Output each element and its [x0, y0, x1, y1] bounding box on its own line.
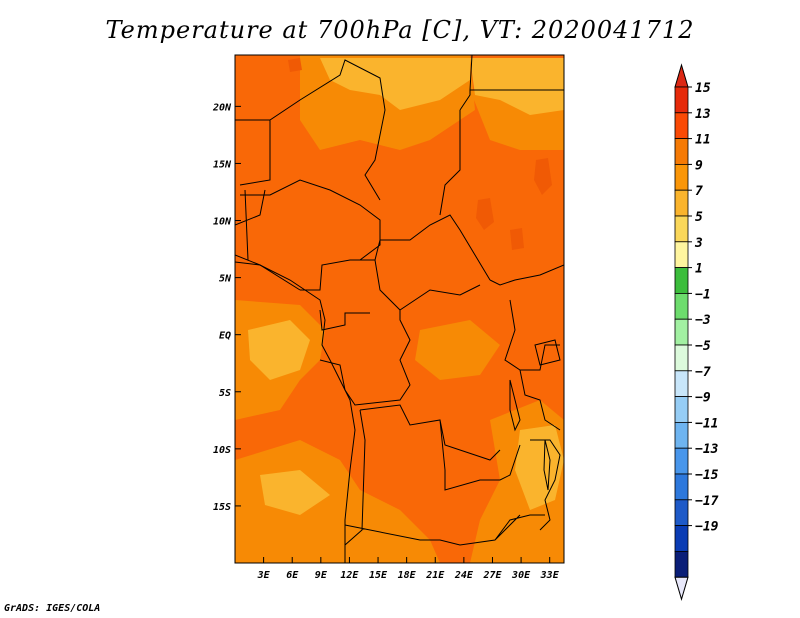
map-title: Temperature at 700hPa [C], VT: 202004171…	[105, 16, 695, 44]
colorbar-label: −11	[695, 416, 718, 431]
field-7-9-northeast	[470, 58, 564, 115]
x-tick-label: 12E	[340, 570, 359, 581]
colorbar-label: −9	[695, 391, 711, 406]
colorbar-segment	[674, 447, 689, 475]
colorbar-label: −7	[695, 365, 711, 380]
colorbar-label: −3	[695, 313, 711, 328]
colorbar-min-arrow	[674, 576, 689, 601]
colorbar-segment	[674, 112, 689, 140]
colorbar-segment	[674, 421, 689, 449]
colorbar-segment	[674, 370, 689, 397]
colorbar-label: 3	[694, 236, 703, 251]
x-tick-label: 24E	[454, 570, 474, 581]
colorbar-segment	[674, 525, 689, 552]
field-9-11-southwest	[235, 440, 440, 563]
colorbar-segment	[674, 86, 689, 114]
x-tick-label: 30E	[511, 570, 531, 581]
colorbar-segment	[674, 267, 689, 294]
colorbar-segment	[674, 163, 689, 191]
colorbar-max-arrow	[674, 63, 689, 88]
lake-malawi	[543, 439, 551, 491]
y-tick-label: 5S	[219, 388, 231, 399]
y-tick-label: 5N	[219, 274, 232, 285]
field-7-9-north	[320, 58, 470, 110]
field-7-9-sw2	[260, 470, 330, 515]
colorbar-segment	[674, 189, 689, 217]
colorbar-label: 1	[695, 262, 703, 277]
colorbar-label: −13	[695, 442, 719, 457]
lake-victoria	[534, 339, 561, 366]
y-tick-label: 15N	[213, 159, 232, 170]
x-axis: 3E 6E 9E 12E 15E 18E 21E 24E 27E 30E 33E	[257, 557, 560, 581]
colorbar-label: 15	[695, 81, 711, 96]
colorbar: 15 13 11 9 7 5 3 1 −1 −3 −5 −7 −9 −11 −13 −15 −17 −19	[674, 63, 719, 601]
field-13plus-nw	[288, 58, 302, 72]
colorbar-segment	[674, 344, 689, 372]
colorbar-segment	[674, 318, 689, 346]
grads-credit: GrADS: IGES/COLA	[4, 603, 101, 614]
colorbar-label: −15	[695, 468, 719, 483]
coastline	[235, 261, 356, 563]
x-tick-label: 9E	[315, 570, 328, 581]
colorbar-label: −17	[695, 494, 719, 509]
colorbar-segment	[674, 396, 689, 423]
colorbar-label: 5	[695, 210, 703, 225]
x-tick-label: 6E	[286, 570, 299, 581]
lake-tanganyika	[509, 379, 521, 432]
border-lines	[235, 55, 564, 546]
field-9-11-central-patches	[415, 320, 500, 380]
colorbar-segment	[674, 138, 689, 165]
colorbar-label: −19	[695, 520, 719, 535]
colorbar-segment	[674, 473, 689, 501]
field-13plus-ne2	[534, 158, 552, 195]
colorbar-label: 13	[695, 107, 711, 122]
x-tick-label: 18E	[398, 570, 417, 581]
x-tick-label: 21E	[425, 570, 445, 581]
colorbar-segment	[674, 215, 689, 243]
plot-frame	[234, 54, 565, 564]
x-tick-label: 3E	[257, 570, 271, 581]
country-borders	[235, 55, 564, 563]
colorbar-segment	[674, 499, 689, 526]
colorbar-label: −5	[695, 339, 711, 354]
field-13plus-ne1	[476, 198, 494, 230]
x-tick-label: 15E	[369, 570, 388, 581]
y-tick-label: 20N	[212, 102, 232, 113]
field-13plus-ne3	[510, 228, 524, 250]
y-tick-label: 10N	[213, 217, 232, 228]
x-tick-label: 33E	[540, 570, 560, 581]
colorbar-label: 11	[695, 133, 711, 148]
colorbar-segment	[674, 551, 689, 578]
y-axis: 20N 15N 10N 5N EQ 5S 10S 15S	[212, 102, 241, 513]
x-tick-label: 27E	[482, 570, 502, 581]
y-tick-label: 10S	[213, 445, 231, 456]
y-tick-label: 15S	[213, 502, 231, 513]
y-tick-label: EQ	[219, 331, 231, 342]
colorbar-label: 9	[695, 158, 703, 173]
colorbar-segment	[674, 241, 689, 269]
colorbar-segment	[674, 292, 689, 320]
colorbar-label: −1	[695, 287, 711, 302]
field-7-9-se	[515, 425, 564, 510]
field-7-9-sw1	[248, 320, 310, 380]
colorbar-label: 7	[695, 184, 703, 199]
